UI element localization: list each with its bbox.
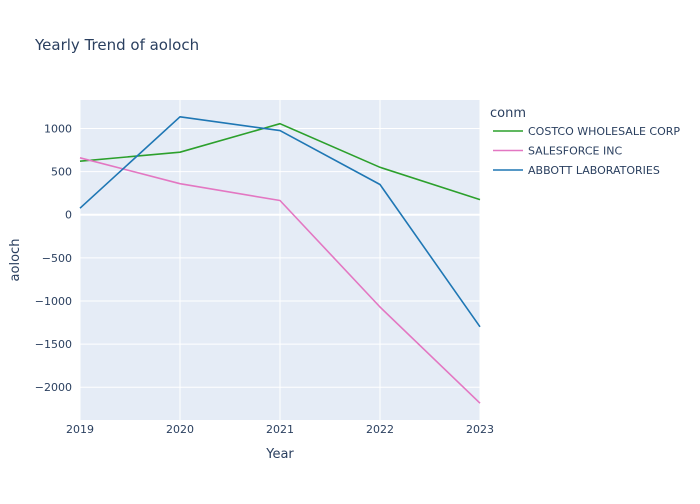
chart-title: Yearly Trend of aoloch — [34, 36, 199, 54]
y-axis-ticks: 1000 500 0 −500 −1000 −1500 −2000 — [35, 122, 72, 394]
legend-item-label[interactable]: COSTCO WHOLESALE CORP — [528, 125, 680, 138]
y-tick-label: 1000 — [44, 122, 72, 135]
y-tick-label: 0 — [65, 209, 72, 222]
y-tick-label: −2000 — [35, 381, 72, 394]
y-tick-label: 500 — [51, 166, 72, 179]
y-tick-label: −1500 — [35, 338, 72, 351]
series-line[interactable] — [79, 157, 481, 404]
x-tick-label: 2021 — [266, 423, 294, 436]
series-lines — [79, 116, 481, 404]
x-tick-label: 2020 — [166, 423, 194, 436]
legend-item-label[interactable]: SALESFORCE INC — [528, 145, 622, 158]
x-axis-ticks: 2019 2020 2021 2022 2023 — [66, 423, 494, 436]
series-line[interactable] — [79, 116, 481, 328]
x-tick-label: 2019 — [66, 423, 94, 436]
y-tick-label: −1000 — [35, 295, 72, 308]
grid — [79, 100, 481, 420]
x-tick-label: 2022 — [366, 423, 394, 436]
legend-title: conm — [490, 106, 526, 121]
x-tick-label: 2023 — [466, 423, 494, 436]
legend-item-label[interactable]: ABBOTT LABORATORIES — [528, 164, 660, 177]
series-line[interactable] — [79, 122, 481, 201]
y-axis-label: aoloch — [8, 239, 23, 282]
legend[interactable]: conm COSTCO WHOLESALE CORP SALESFORCE INC… — [490, 106, 680, 177]
y-tick-label: −500 — [42, 252, 72, 265]
x-axis-label: Year — [265, 447, 294, 462]
